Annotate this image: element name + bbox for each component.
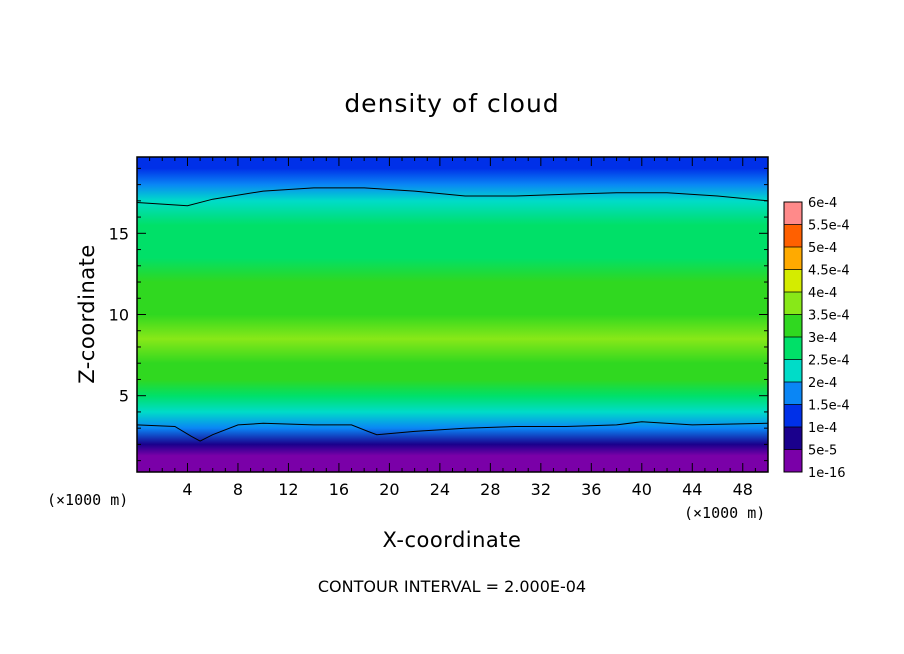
colorbar-swatch	[784, 314, 802, 337]
colorbar-label: 3.5e-4	[808, 309, 850, 324]
x-tick-label: 36	[581, 480, 601, 499]
colorbar-label: 4e-4	[808, 286, 837, 301]
colorbar-label: 2e-4	[808, 376, 837, 391]
colorbar-label: 5.5e-4	[808, 219, 850, 234]
colorbar-label: 1e-16	[808, 466, 846, 481]
colorbar-label: 1e-4	[808, 421, 837, 436]
x-tick-label: 48	[733, 480, 753, 499]
plot-area	[136, 156, 769, 473]
colorbar-swatch	[784, 247, 802, 270]
colorbar-swatch	[784, 404, 802, 427]
y-axis-label: Z-coordinate	[75, 244, 99, 384]
x-tick-label: 44	[682, 480, 702, 499]
x-unit-right: (×1000 m)	[684, 504, 765, 522]
colorbar-swatch	[784, 292, 802, 315]
y-tick-label: 5	[119, 387, 129, 406]
contour-line-2	[137, 421, 768, 442]
colorbar-label: 1.5e-4	[808, 399, 850, 414]
x-tick-label: 12	[278, 480, 298, 499]
colorbar-swatch	[784, 224, 802, 247]
x-axis-label: X-coordinate	[383, 528, 522, 552]
colorbar-label: 5e-5	[808, 444, 837, 459]
x-tick-label: 28	[480, 480, 500, 499]
contour-interval-note: CONTOUR INTERVAL = 2.000E-04	[318, 577, 586, 596]
colorbar-swatch	[784, 427, 802, 450]
colorbar-label: 6e-4	[808, 196, 837, 211]
colorbar-swatch-top	[784, 202, 802, 225]
x-axis-ticks: 4 8 12 16 20 24 28 32 36 40 44 48	[149, 157, 756, 499]
colorbar-swatch	[784, 359, 802, 382]
colorbar: 1e-16 5e-5 1e-4 1.5e-4 2e-4 2.5e-4 3e-4 3.5e-4 4…	[783, 196, 850, 481]
x-tick-label: 20	[379, 480, 399, 499]
colorbar-swatch	[784, 337, 802, 360]
contour-line-1	[137, 187, 768, 207]
colorbar-swatch	[784, 449, 802, 472]
x-tick-label: 24	[430, 480, 450, 499]
x-unit-left: (×1000 m)	[47, 491, 128, 509]
chart-title: density of cloud	[344, 89, 559, 118]
x-tick-label: 32	[531, 480, 551, 499]
colorbar-label: 5e-4	[808, 241, 837, 256]
y-tick-label: 10	[109, 306, 129, 325]
x-tick-label: 40	[632, 480, 652, 499]
y-tick-label: 15	[109, 224, 129, 243]
colorbar-label: 4.5e-4	[808, 264, 850, 279]
field	[137, 157, 768, 472]
colorbar-label: 3e-4	[808, 331, 837, 346]
x-tick-label: 4	[182, 480, 192, 499]
x-tick-label: 16	[329, 480, 349, 499]
colorbar-label: 2.5e-4	[808, 354, 850, 369]
y-axis-ticks: 5 10 15	[109, 167, 768, 462]
colorbar-swatch	[784, 382, 802, 405]
colorbar-swatch	[784, 269, 802, 292]
x-tick-label: 8	[233, 480, 243, 499]
density-field	[137, 157, 768, 472]
